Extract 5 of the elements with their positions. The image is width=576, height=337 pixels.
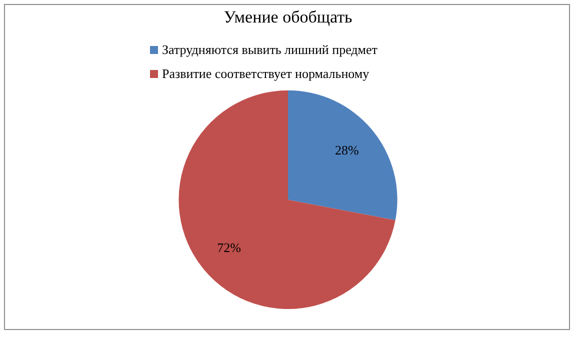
data-label: 28% xyxy=(335,142,360,158)
legend-label: Развитие соответствует нормальному xyxy=(162,66,370,82)
data-label: 72% xyxy=(217,240,242,255)
chart-title: Умение обобщать xyxy=(224,8,352,27)
legend-label: Затрудняются вывить лишний предмет xyxy=(162,42,378,58)
